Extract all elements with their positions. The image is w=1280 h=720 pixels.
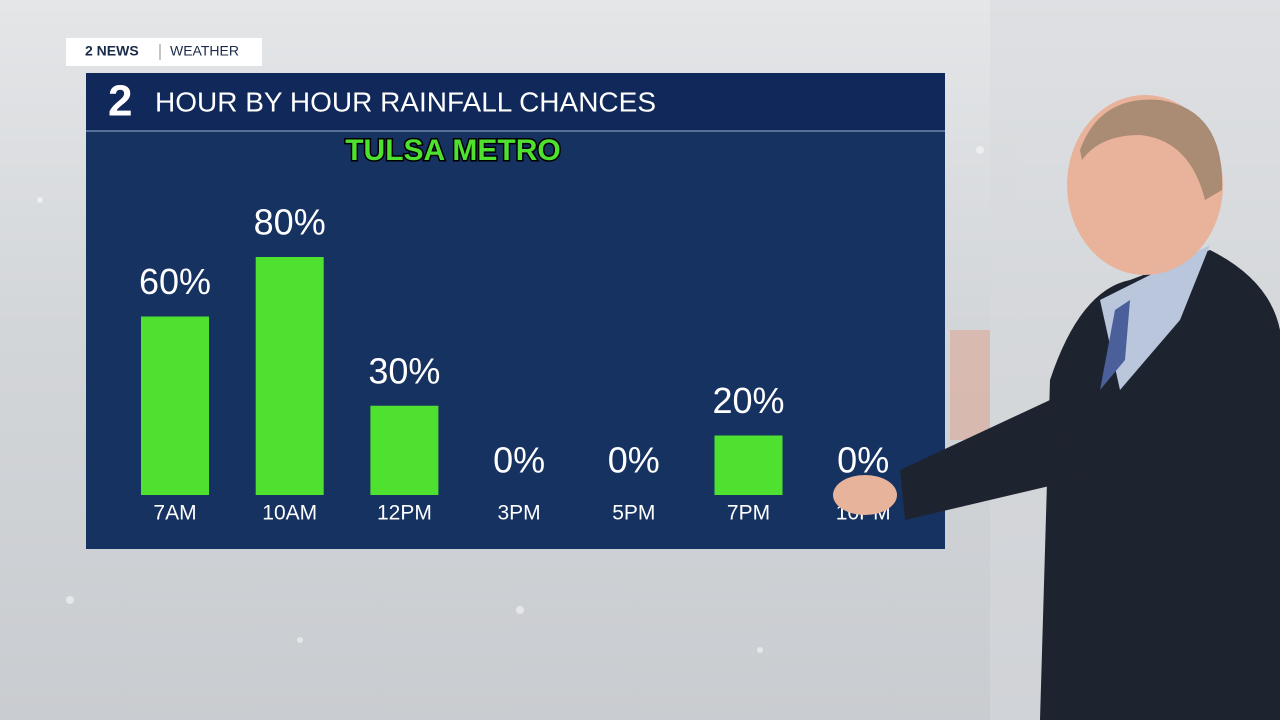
bar [255,257,324,495]
value-label: 0% [608,440,660,481]
value-label: 80% [254,202,326,243]
section-name: WEATHER [170,43,239,59]
panel [86,73,945,549]
panel-header [86,73,945,131]
x-tick-label: 12PM [377,502,432,525]
bar [370,405,439,495]
chart-title: HOUR BY HOUR RAINFALL CHANCES [155,86,656,117]
chart-subtitle: TULSA METRO [345,134,561,167]
x-tick-label: 7PM [727,502,770,525]
x-tick-label: 5PM [612,502,655,525]
value-label: 30% [368,350,440,391]
x-tick-label: 10AM [262,502,317,525]
value-label: 0% [837,440,889,481]
value-label: 20% [712,380,784,421]
brand-box [66,38,262,66]
x-tick-label: 3PM [498,502,541,525]
bar [141,316,209,495]
value-label: 0% [493,440,545,481]
value-label: 60% [139,261,211,302]
x-tick-label: 7AM [153,502,196,525]
logo: 2 [108,77,132,126]
station-name: 2 NEWS [85,43,139,59]
bar [714,435,783,495]
